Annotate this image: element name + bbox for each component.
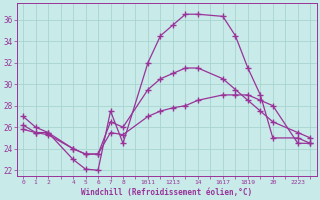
X-axis label: Windchill (Refroidissement éolien,°C): Windchill (Refroidissement éolien,°C) (81, 188, 252, 197)
